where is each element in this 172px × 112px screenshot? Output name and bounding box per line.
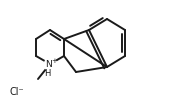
Text: +: + bbox=[51, 57, 57, 63]
Text: N: N bbox=[46, 59, 52, 68]
Text: Cl⁻: Cl⁻ bbox=[10, 86, 25, 96]
Text: H: H bbox=[44, 69, 50, 78]
